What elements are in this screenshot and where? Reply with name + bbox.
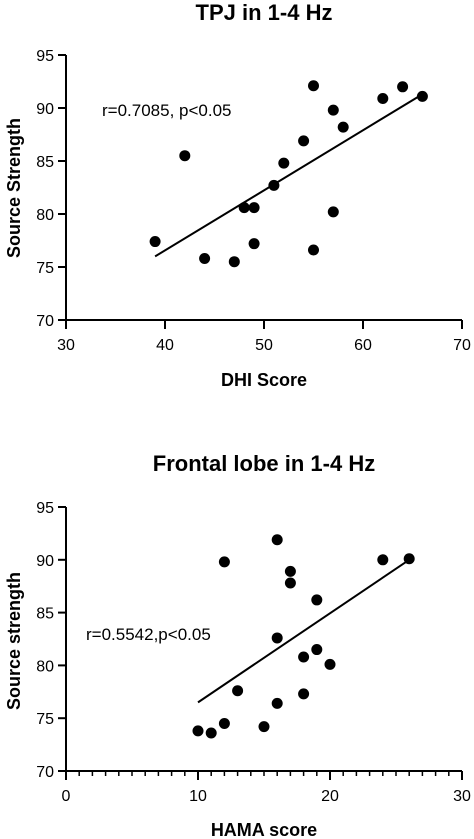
data-point xyxy=(238,202,250,214)
y-tick-label: 85 xyxy=(36,606,54,623)
x-axis-label: DHI Score xyxy=(221,370,307,390)
x-tick-label: 30 xyxy=(57,337,75,354)
x-tick-label: 70 xyxy=(453,337,471,354)
data-point xyxy=(308,80,319,92)
y-tick-label: 80 xyxy=(36,207,54,224)
plot-area: 70 75 80 85 90 95 30 40 50 60 70 xyxy=(36,48,471,354)
data-point xyxy=(228,256,240,268)
data-point xyxy=(308,244,319,256)
y-tick-label: 85 xyxy=(36,154,54,171)
y-axis-label: Source Strength xyxy=(4,118,24,258)
correlation-annotation: r=0.5542,p<0.05 xyxy=(86,625,211,644)
x-tick-label: 30 xyxy=(453,788,471,805)
x-tick-label: 40 xyxy=(156,337,174,354)
x-tick-label: 0 xyxy=(62,788,71,805)
data-point xyxy=(248,202,260,214)
regression-line xyxy=(154,93,423,258)
data-point xyxy=(284,565,296,577)
data-point xyxy=(248,238,260,250)
data-point xyxy=(149,236,161,248)
data-point xyxy=(298,651,310,663)
data-point xyxy=(258,721,270,733)
data-point xyxy=(271,632,283,644)
chart-frontal-lobe: Frontal lobe in 1-4 Hz Source strength H… xyxy=(4,451,471,839)
data-point xyxy=(377,92,389,104)
data-point xyxy=(271,534,283,546)
data-point xyxy=(278,157,290,169)
data-point xyxy=(199,253,211,265)
y-tick-label: 75 xyxy=(36,711,54,728)
data-point xyxy=(337,121,349,133)
data-point xyxy=(311,644,323,656)
regression-line xyxy=(197,558,410,704)
data-point xyxy=(298,135,310,147)
data-point xyxy=(377,554,389,566)
y-tick-label: 80 xyxy=(36,658,54,675)
y-tick-label: 70 xyxy=(36,764,54,781)
chart-tpj: TPJ in 1-4 Hz Source Strength DHI Score … xyxy=(4,0,471,390)
data-point xyxy=(179,150,191,162)
y-tick-label: 95 xyxy=(36,48,54,65)
data-point xyxy=(416,90,428,102)
y-axis-label: Source strength xyxy=(4,572,24,710)
plot-area: 70 75 80 85 90 95 0 10 20 30 xyxy=(36,500,471,805)
data-point xyxy=(192,725,204,737)
chart-title: TPJ in 1-4 Hz xyxy=(196,0,333,25)
x-tick-label: 20 xyxy=(321,788,339,805)
data-point xyxy=(324,658,336,670)
correlation-annotation: r=0.7085, p<0.05 xyxy=(102,101,232,120)
data-point xyxy=(284,577,296,589)
x-axis-label: HAMA score xyxy=(211,820,317,839)
chart-title: Frontal lobe in 1-4 Hz xyxy=(153,451,375,476)
data-point xyxy=(327,206,339,218)
y-tick-label: 70 xyxy=(36,313,54,330)
data-point xyxy=(218,717,230,729)
data-point xyxy=(311,594,323,606)
data-point xyxy=(271,697,283,709)
data-point xyxy=(205,727,217,739)
y-tick-label: 90 xyxy=(36,553,54,570)
data-point xyxy=(268,179,280,191)
x-tick-label: 10 xyxy=(189,788,207,805)
data-point xyxy=(218,556,230,568)
y-tick-label: 95 xyxy=(36,500,54,517)
data-point xyxy=(327,104,339,116)
data-point xyxy=(397,81,409,93)
data-point xyxy=(298,688,310,700)
data-point xyxy=(232,685,244,697)
x-tick-label: 60 xyxy=(354,337,372,354)
y-tick-label: 90 xyxy=(36,101,54,118)
x-tick-label: 50 xyxy=(255,337,273,354)
y-tick-label: 75 xyxy=(36,260,54,277)
data-point xyxy=(403,553,415,565)
